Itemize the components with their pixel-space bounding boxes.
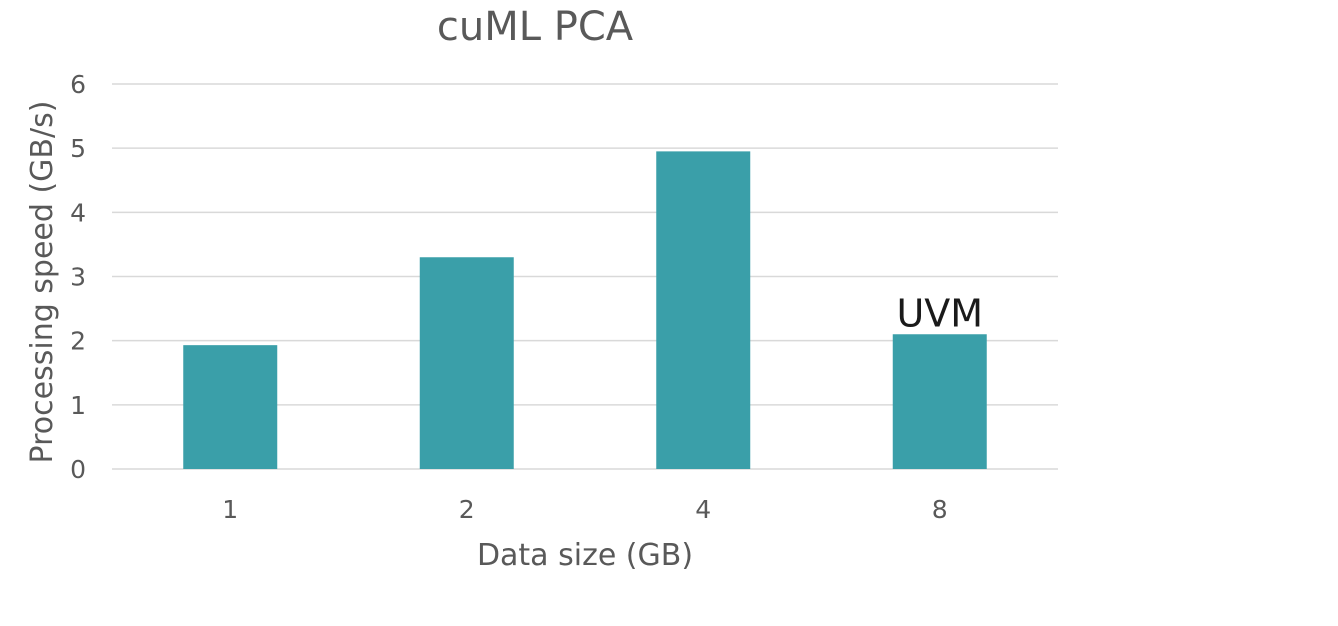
annotation-label: UVM bbox=[896, 291, 983, 335]
y-tick-label: 6 bbox=[70, 70, 86, 99]
y-axis-ticks: 0 1 2 3 4 5 6 bbox=[70, 70, 86, 484]
y-tick-label: 2 bbox=[70, 327, 86, 356]
y-tick-label: 4 bbox=[70, 198, 86, 227]
bars bbox=[183, 151, 987, 469]
chart-title: cuML PCA bbox=[437, 4, 634, 50]
y-tick-label: 0 bbox=[70, 455, 86, 484]
bar-8 bbox=[892, 334, 987, 469]
bar-1 bbox=[183, 345, 278, 469]
bar-4 bbox=[656, 151, 751, 469]
y-tick-label: 5 bbox=[70, 134, 86, 163]
x-axis-title: Data size (GB) bbox=[477, 538, 693, 573]
x-tick-label: 2 bbox=[459, 495, 475, 524]
x-tick-label: 1 bbox=[222, 495, 238, 524]
bar-2 bbox=[419, 257, 514, 469]
y-axis-title: Processing speed (GB/s) bbox=[25, 101, 60, 464]
x-tick-label: 8 bbox=[932, 495, 948, 524]
x-axis-ticks: 1 2 4 8 bbox=[222, 495, 947, 524]
y-tick-label: 3 bbox=[70, 263, 86, 292]
annotations: UVM bbox=[896, 291, 983, 335]
x-tick-label: 4 bbox=[695, 495, 711, 524]
y-tick-label: 1 bbox=[70, 391, 86, 420]
